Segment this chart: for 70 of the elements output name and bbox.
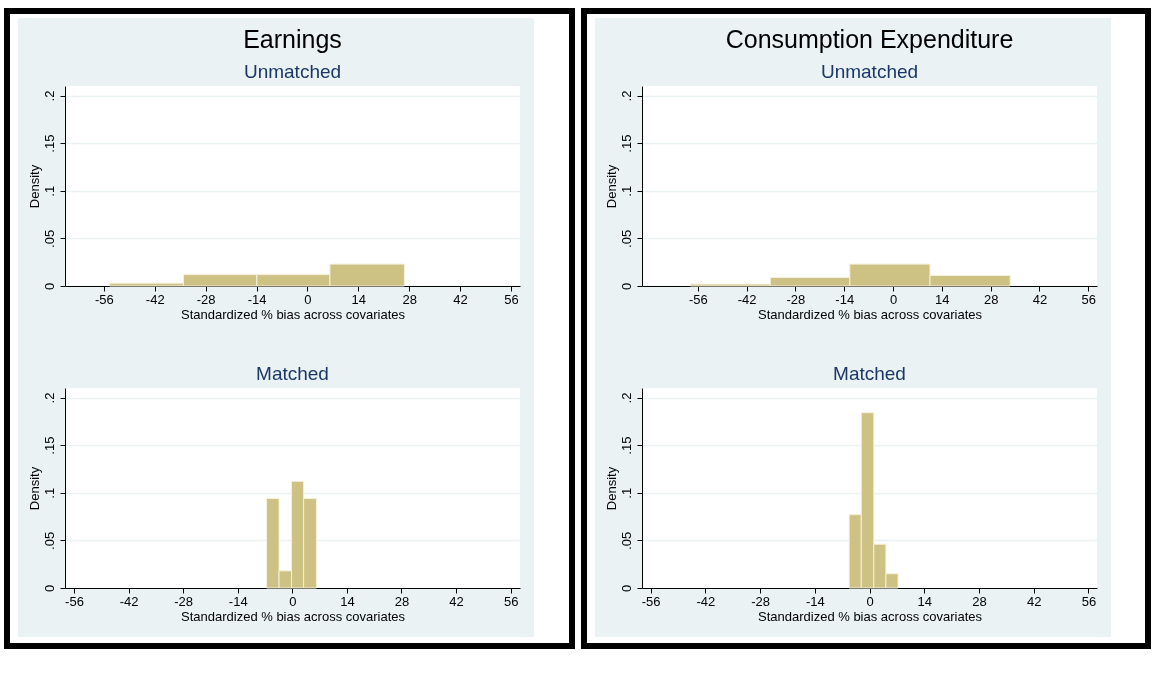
x-tick-label: 56: [1081, 593, 1096, 609]
x-tick-label: 14: [340, 593, 355, 609]
x-tick-label: -42: [737, 291, 756, 307]
x-tick-label: -14: [228, 593, 248, 609]
chart-title: Matched: [256, 363, 329, 384]
x-tick-label: -14: [805, 593, 825, 609]
x-tick-label: 0: [304, 291, 312, 307]
y-tick-label: .15: [618, 134, 633, 153]
x-tick-label: 28: [394, 593, 410, 609]
x-tick-label: 42: [449, 593, 464, 609]
chart-subtitle: Unmatched: [820, 61, 918, 82]
x-axis-title: Standardized % bias across covariates: [757, 306, 982, 322]
y-tick-label: 0: [618, 282, 633, 291]
y-tick-label: .15: [41, 436, 57, 455]
x-tick-label: -56: [641, 593, 660, 609]
x-tick-label: -42: [145, 291, 165, 307]
y-tick-label: .2: [41, 392, 57, 404]
x-tick-label: -42: [695, 593, 715, 609]
x-tick-label: 14: [916, 593, 932, 609]
y-tick-label: .15: [618, 436, 633, 455]
y-axis-title: Density: [603, 466, 618, 511]
x-tick-label: -28: [750, 593, 770, 609]
y-axis-title: Density: [603, 164, 618, 209]
y-axis-title: Density: [26, 164, 42, 209]
x-tick-label: 0: [889, 291, 897, 307]
x-tick-label: 28: [402, 291, 417, 307]
x-tick-label: 0: [289, 593, 297, 609]
x-axis-title: Standardized % bias across covariates: [180, 608, 406, 624]
x-axis-title: Standardized % bias across covariates: [757, 608, 982, 624]
x-tick-label: -56: [688, 291, 708, 307]
y-tick-label: .1: [618, 185, 633, 197]
y-tick-label: .1: [41, 487, 57, 499]
y-tick-label: .2: [618, 392, 633, 404]
chart-title: Consumption Expenditure: [725, 25, 1013, 53]
y-tick-label: 0: [618, 584, 633, 593]
y-tick-label: .05: [41, 229, 57, 248]
chart-title: Matched: [832, 363, 906, 384]
y-tick-label: .2: [618, 90, 633, 102]
x-tick-label: 14: [351, 291, 367, 307]
x-tick-label: -28: [174, 593, 194, 609]
y-tick-label: .2: [41, 90, 57, 102]
x-axis-title: Standardized % bias across covariates: [180, 306, 406, 322]
x-tick-label: 42: [453, 291, 468, 307]
x-tick-label: 28: [971, 593, 987, 609]
y-tick-label: 0: [41, 584, 57, 593]
x-tick-label: -56: [94, 291, 114, 307]
x-tick-label: -28: [786, 291, 805, 307]
x-tick-label: -28: [196, 291, 216, 307]
chart-title: Earnings: [243, 25, 342, 53]
x-tick-label: 0: [865, 593, 874, 609]
x-tick-label: 56: [503, 593, 519, 609]
x-tick-label: 56: [504, 291, 519, 307]
x-tick-label: 42: [1026, 593, 1041, 609]
x-tick-label: 28: [983, 291, 998, 307]
x-tick-label: -14: [247, 291, 267, 307]
x-tick-label: -42: [119, 593, 139, 609]
y-axis-title: Density: [26, 466, 42, 511]
y-tick-label: .1: [41, 185, 57, 197]
y-tick-label: .05: [618, 531, 633, 550]
chart-subtitle: Unmatched: [243, 61, 342, 82]
x-tick-label: 42: [1032, 291, 1047, 307]
x-tick-label: 56: [1081, 291, 1096, 307]
y-tick-label: .15: [41, 134, 57, 153]
y-tick-label: .05: [41, 531, 57, 550]
y-tick-label: .05: [618, 229, 633, 248]
x-tick-label: -14: [834, 291, 854, 307]
y-tick-label: 0: [41, 282, 57, 291]
x-tick-label: 14: [934, 291, 950, 307]
x-tick-label: -56: [65, 593, 84, 609]
y-tick-label: .1: [618, 487, 633, 499]
